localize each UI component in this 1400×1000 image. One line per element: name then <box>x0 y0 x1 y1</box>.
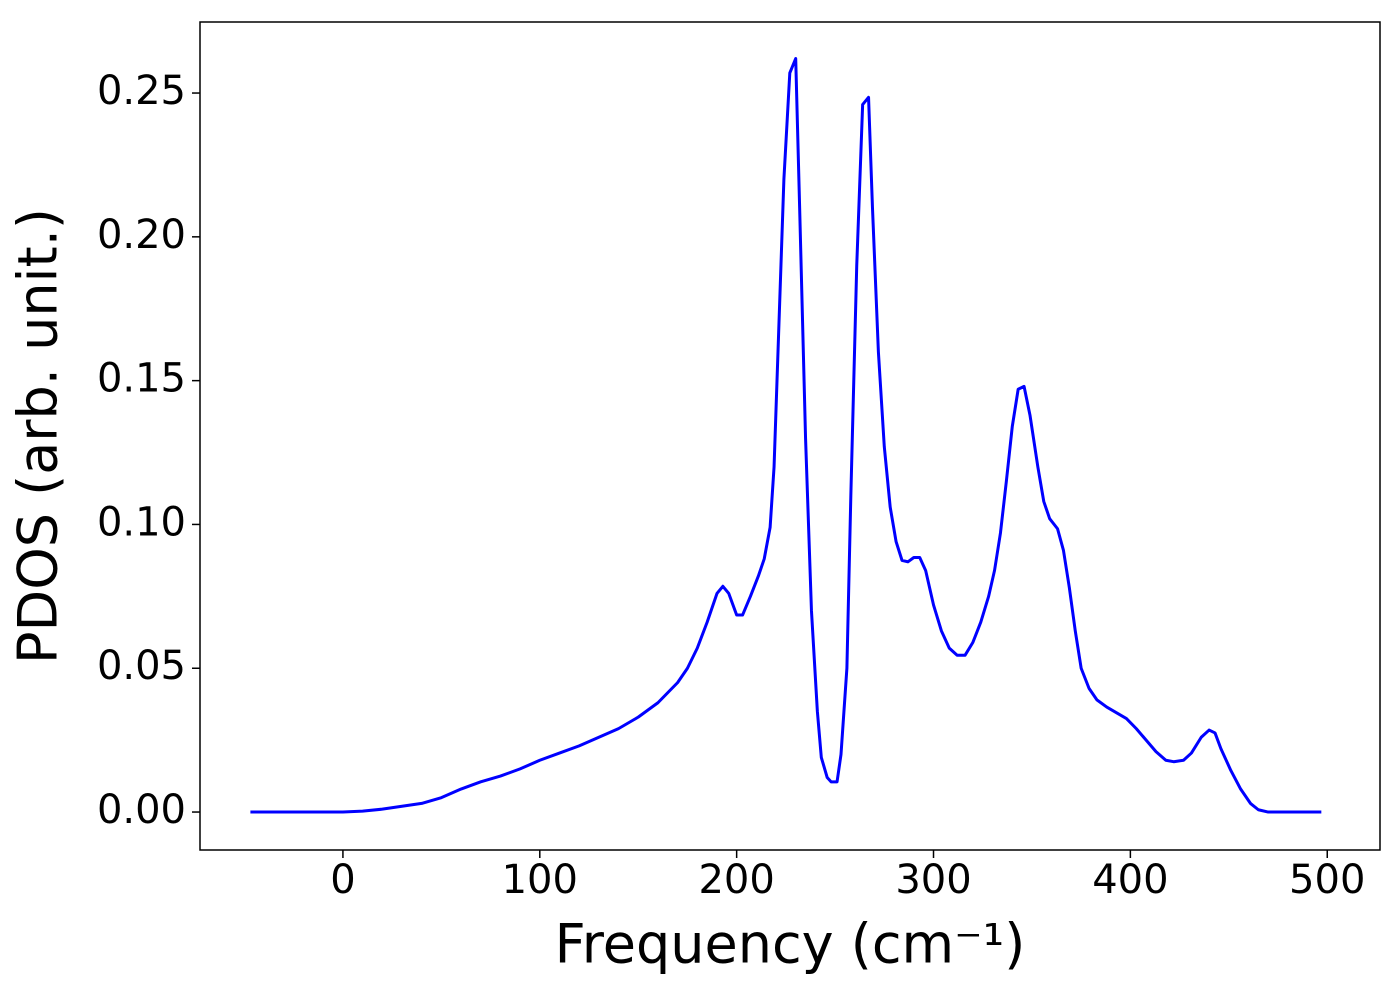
x-tick-label: 500 <box>1289 857 1365 903</box>
x-tick-label: 100 <box>502 857 578 903</box>
x-tick-label: 0 <box>330 857 355 903</box>
data-line <box>250 57 1322 814</box>
plot-frame <box>199 21 1381 851</box>
y-tick-label: 0.10 <box>97 499 186 545</box>
y-axis-label: PDOS (arb. unit.) <box>7 208 70 664</box>
y-tick-label: 0.20 <box>97 212 186 258</box>
y-tick-label: 0.00 <box>97 787 186 833</box>
x-tick-label: 300 <box>895 857 971 903</box>
y-tick-label: 0.05 <box>97 643 186 689</box>
x-tick-label: 200 <box>698 857 774 903</box>
x-tick-label: 400 <box>1092 857 1168 903</box>
x-axis-label: Frequency (cm⁻¹) <box>555 913 1026 976</box>
y-tick-label: 0.15 <box>97 356 186 402</box>
y-tick-label: 0.25 <box>97 68 186 114</box>
